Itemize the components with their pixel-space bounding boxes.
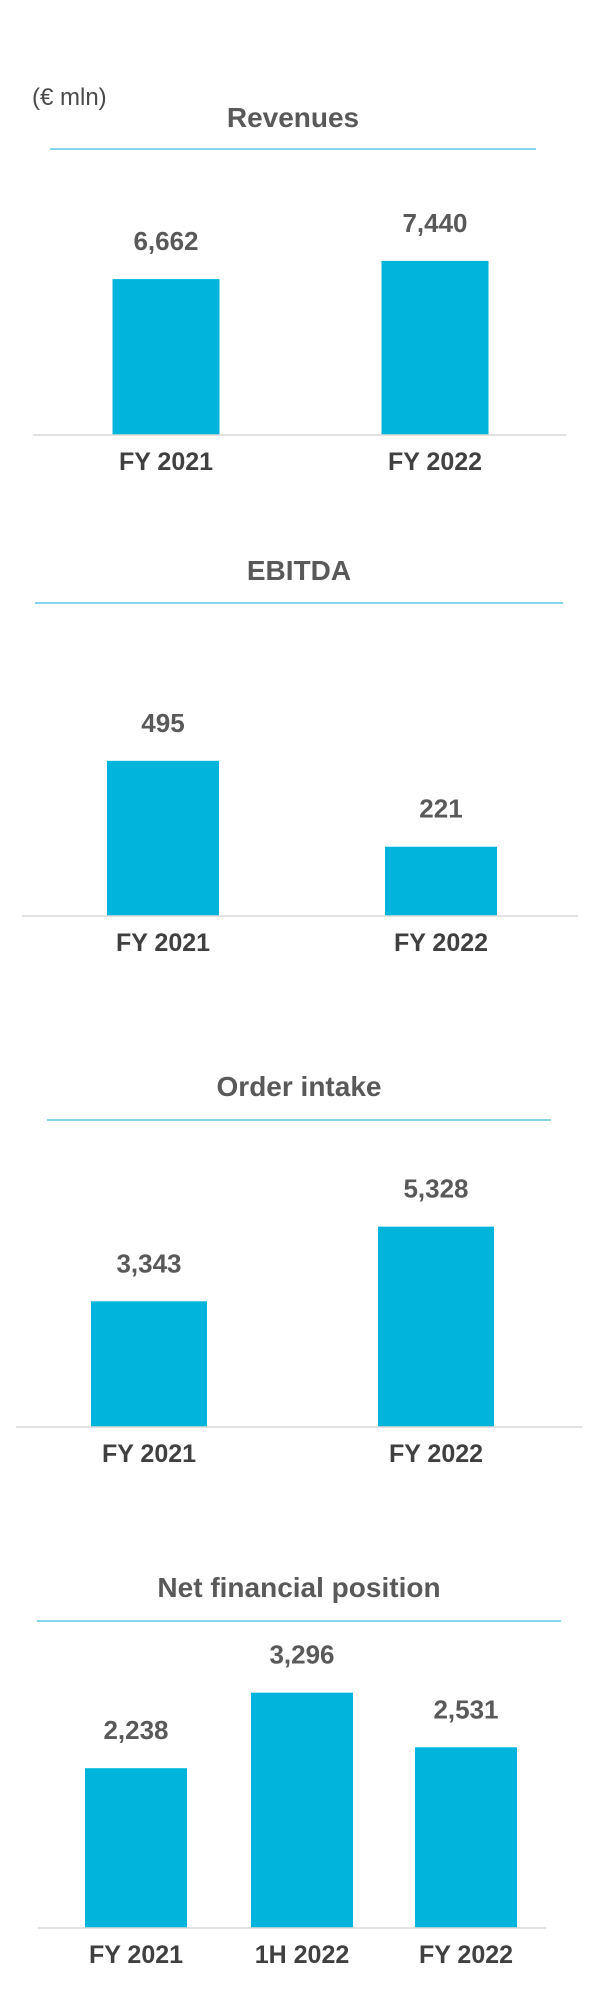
data-label: 3,343	[116, 1248, 181, 1278]
bar	[107, 760, 219, 916]
category-label: FY 2021	[116, 929, 210, 957]
category-label: FY 2022	[388, 448, 482, 476]
category-label: 1H 2022	[255, 1941, 350, 1969]
unit-label: (€ mln)	[32, 84, 107, 111]
bar	[251, 1692, 353, 1928]
category-label: FY 2022	[419, 1941, 513, 1969]
chart-title: Net financial position	[157, 1572, 440, 1603]
data-label: 2,531	[433, 1694, 498, 1724]
category-label: FY 2022	[389, 1440, 483, 1468]
data-label: 495	[141, 708, 184, 738]
bar	[415, 1747, 517, 1928]
data-label: 221	[419, 794, 462, 824]
category-label: FY 2021	[102, 1440, 196, 1468]
data-label: 6,662	[133, 226, 198, 256]
data-label: 2,238	[103, 1715, 168, 1745]
bar	[378, 1226, 494, 1427]
chart-title: Order intake	[217, 1071, 382, 1102]
category-label: FY 2021	[89, 1941, 183, 1969]
chart-title: EBITDA	[247, 555, 351, 586]
bar	[385, 846, 497, 916]
category-label: FY 2022	[394, 929, 488, 957]
chart-title: Revenues	[227, 102, 359, 133]
data-label: 3,296	[269, 1640, 334, 1670]
category-label: FY 2021	[119, 448, 213, 476]
bar	[85, 1768, 187, 1928]
data-label: 7,440	[402, 208, 467, 238]
bar	[91, 1301, 207, 1427]
data-label: 5,328	[403, 1174, 468, 1204]
bar	[381, 260, 489, 435]
bar	[112, 279, 220, 435]
